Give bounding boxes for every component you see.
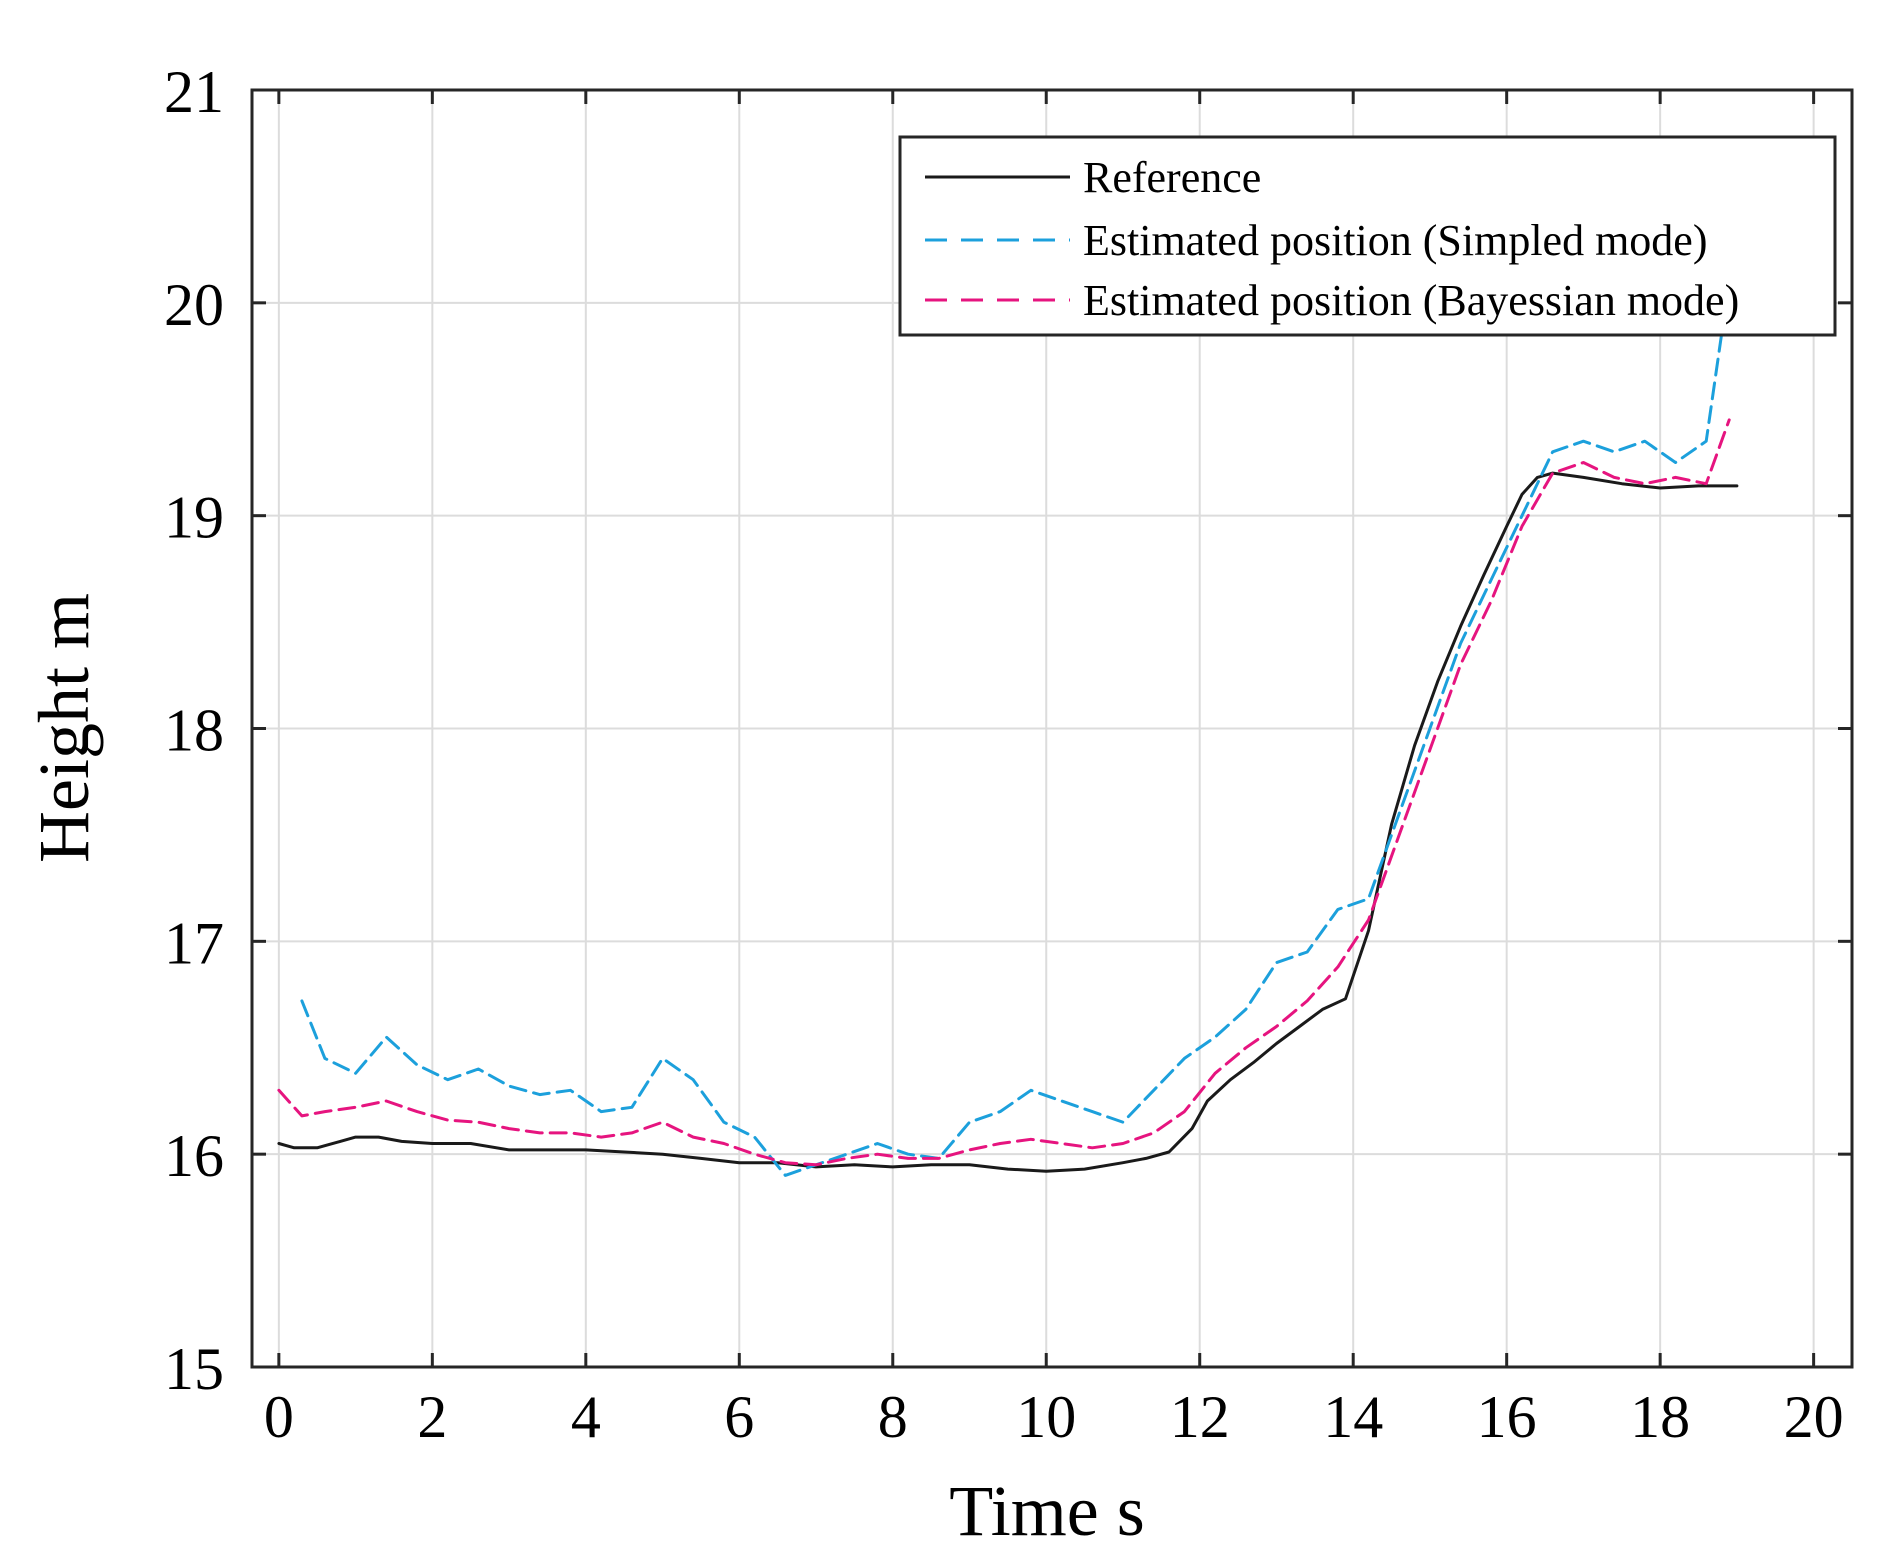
y-tick-label: 18 <box>164 698 224 764</box>
series-bayessian-line <box>277 418 1731 1167</box>
y-tick-label: 20 <box>164 272 224 338</box>
x-tick-label: 4 <box>571 1384 601 1450</box>
series-reference-line <box>277 471 1739 1173</box>
x-tick-label: 2 <box>417 1384 447 1450</box>
x-tick-label: 6 <box>724 1384 754 1450</box>
x-tick-label: 14 <box>1323 1384 1383 1450</box>
axis-ticks: 0 2 4 6 8 10 12 14 16 18 20 15 16 17 18 19 20 21 <box>164 59 1852 1450</box>
x-tick-label: 10 <box>1016 1384 1076 1450</box>
series-simpled-line <box>300 333 1723 1177</box>
y-tick-label: 17 <box>164 910 224 976</box>
x-tick-label: 20 <box>1784 1384 1844 1450</box>
y-tick-label: 21 <box>164 59 224 125</box>
y-tick-label: 19 <box>164 485 224 551</box>
y-tick-label: 16 <box>164 1123 224 1189</box>
x-tick-label: 8 <box>878 1384 908 1450</box>
x-tick-label: 0 <box>264 1384 294 1450</box>
y-axis-label: Height m <box>24 593 104 863</box>
legend-label-reference: Reference <box>1083 153 1261 202</box>
legend-label-bayessian: Estimated position (Bayessian mode) <box>1083 276 1739 325</box>
y-tick-label: 15 <box>164 1336 224 1402</box>
x-tick-label: 16 <box>1477 1384 1537 1450</box>
series-layer <box>277 333 1739 1177</box>
legend-box <box>898 135 1837 337</box>
x-axis-label: Time s <box>949 1471 1144 1551</box>
x-tick-label: 18 <box>1630 1384 1690 1450</box>
legend: Reference Estimated position (Simpled mo… <box>898 135 1837 337</box>
x-tick-label: 12 <box>1170 1384 1230 1450</box>
legend-label-simpled: Estimated position (Simpled mode) <box>1083 216 1708 265</box>
